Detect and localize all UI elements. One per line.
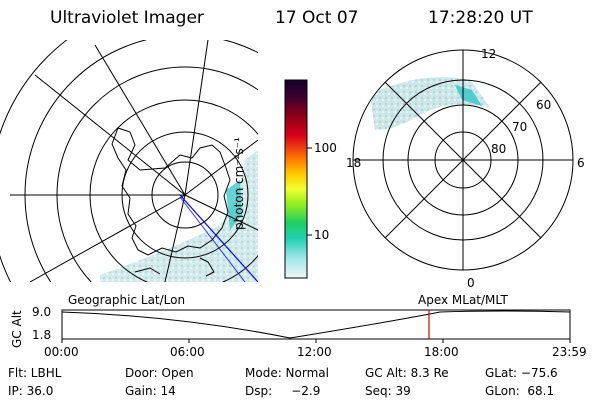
colorbar-tick-10: 10 (314, 228, 330, 242)
aurora-bright-region (226, 180, 242, 230)
status-ip: IP: 36.0 (8, 384, 54, 398)
alt-tick-1-8: 1.8 (32, 328, 52, 342)
mlt-label-18: 18 (346, 156, 362, 170)
time-tick-1800: 18:00 (424, 345, 459, 359)
aurora-bright-spot (455, 85, 482, 106)
lat-label-60: 60 (536, 98, 552, 112)
status-seq: Seq: 39 (365, 384, 411, 398)
alt-tick-9: 9.0 (32, 305, 52, 319)
polar-mlt-plot (352, 49, 574, 271)
mlt-label-12: 12 (481, 47, 497, 61)
status-filter: Flt: LBHL (8, 366, 62, 380)
status-glon: GLon: 68.1 (485, 384, 555, 398)
mlt-label-6: 6 (577, 156, 585, 170)
colorbar-tick-100: 100 (314, 141, 337, 155)
aurora-glow-region (100, 150, 258, 282)
terminator-line (179, 194, 258, 282)
coastline (111, 127, 231, 256)
geographic-map (0, 40, 258, 282)
lat-label-80: 80 (491, 142, 507, 156)
time-tick-0600: 06:00 (170, 345, 205, 359)
right-map-caption: Apex MLat/MLT (418, 293, 508, 307)
status-glat: GLat: −75.6 (485, 366, 558, 380)
time-tick-2359: 23:59 (552, 345, 587, 359)
status-door: Door: Open (125, 366, 194, 380)
status-gain: Gain: 14 (125, 384, 176, 398)
time-label: 17:28:20 UT (428, 8, 533, 28)
altitude-panel (61, 309, 571, 343)
time-tick-0000: 00:00 (44, 345, 79, 359)
left-map-caption: Geographic Lat/Lon (68, 293, 186, 307)
altitude-curve (61, 310, 571, 339)
gc-alt-axis-label: GC Alt (10, 310, 24, 348)
instrument-title: Ultraviolet Imager (50, 8, 204, 28)
status-mode: Mode: Normal (245, 366, 329, 380)
time-tick-1200: 12:00 (297, 345, 332, 359)
colorbar (284, 79, 308, 279)
date-label: 17 Oct 07 (275, 8, 359, 28)
status-dsp: Dsp: −2.9 (245, 384, 321, 398)
status-gc-alt: GC Alt: 8.3 Re (365, 366, 449, 380)
colorbar-unit-label: photon cm⁻²s⁻¹ (232, 137, 246, 230)
lat-label-70: 70 (512, 120, 528, 134)
mlt-label-0: 0 (467, 276, 475, 290)
